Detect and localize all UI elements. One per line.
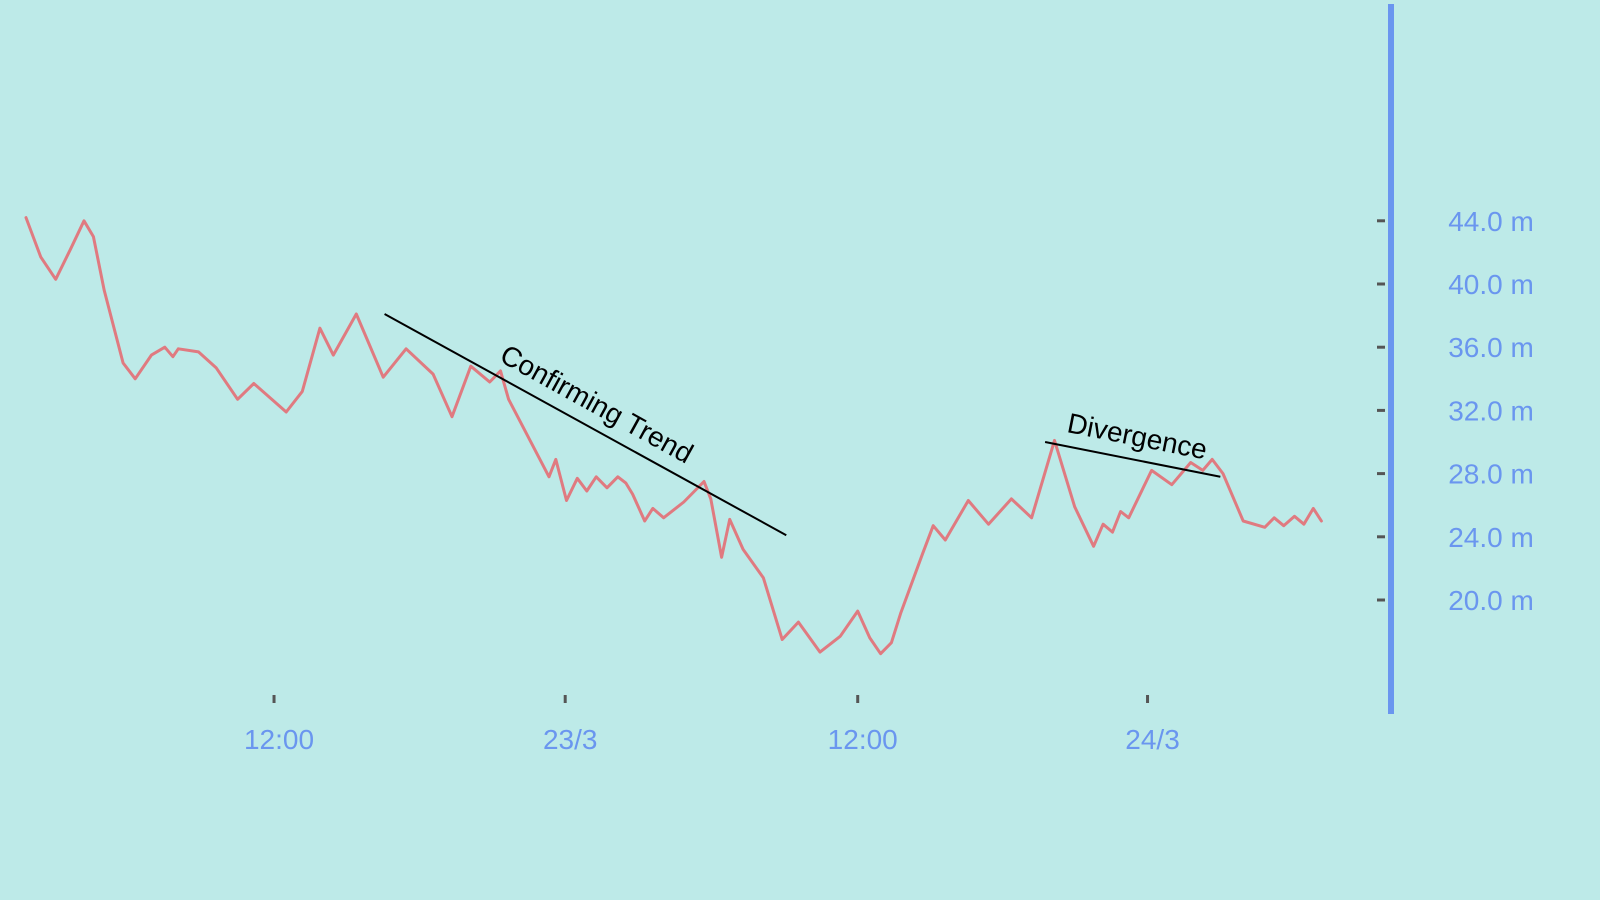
y-tick-label: 36.0 m: [1448, 332, 1534, 363]
y-tick-label: 44.0 m: [1448, 206, 1534, 237]
series-line: [24, 216, 1323, 656]
annotation-label: Divergence: [1065, 407, 1210, 465]
annotation-line: [1044, 441, 1221, 478]
y-tick-label: 28.0 m: [1448, 459, 1534, 490]
y-tick-label: 40.0 m: [1448, 269, 1534, 300]
x-tick-label: 12:00: [828, 724, 898, 755]
annotation-line: [384, 313, 787, 537]
x-tick-label: 12:00: [244, 724, 314, 755]
annotation-label: Confirming Trend: [495, 339, 698, 470]
y-tick-label: 20.0 m: [1448, 585, 1534, 616]
y-tick-label: 24.0 m: [1448, 522, 1534, 553]
y-tick-label: 32.0 m: [1448, 395, 1534, 426]
x-tick-label: 23/3: [543, 724, 598, 755]
x-tick-label: 24/3: [1125, 724, 1180, 755]
